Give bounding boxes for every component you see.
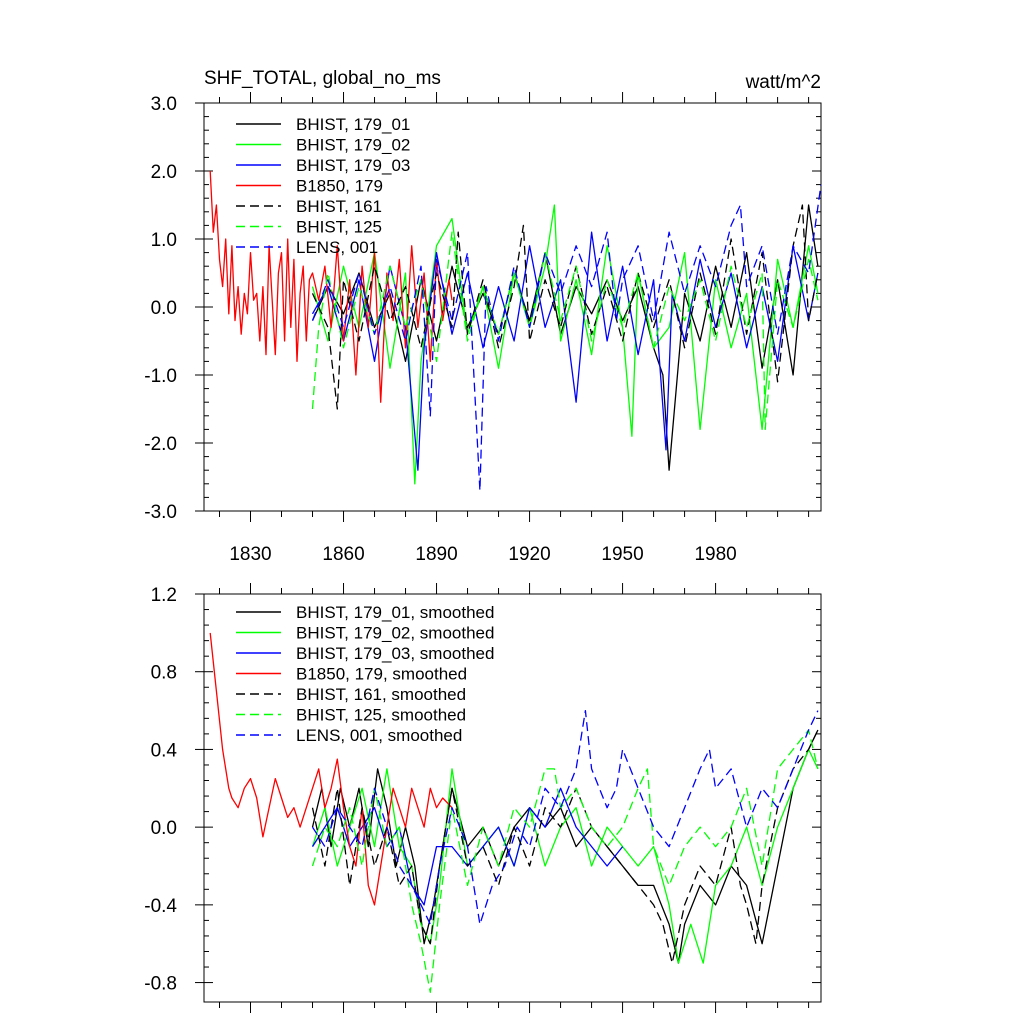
- top-plot-area: -3.0 -2.0 -1.0 0.0 1.0 2.0 3.0 1830 1860 1890 1920…: [144, 92, 822, 565]
- series-line-b1850-179-smoothed: [209, 632, 453, 906]
- x-tick-label: 1890: [415, 544, 457, 565]
- series-group: [209, 170, 821, 492]
- y-tick-label: 0.0: [151, 298, 177, 319]
- x-tick-label: 1920: [508, 544, 550, 565]
- legend-label: BHIST, 179_01: [296, 115, 410, 134]
- series-line-bhist-179-02-smoothed: [311, 748, 819, 964]
- legend-label: BHIST, 179_03, smoothed: [296, 644, 494, 663]
- series-line-bhist-179-01: [311, 204, 819, 471]
- series-line-bhist-161-smoothed: [311, 729, 819, 964]
- legend-label: BHIST, 179_03: [296, 156, 410, 175]
- series-group: [209, 632, 819, 993]
- legend-label: BHIST, 161: [296, 197, 382, 216]
- series-line-bhist-125-smoothed: [311, 729, 819, 993]
- series-line-bhist-179-02: [311, 204, 819, 485]
- y-tick-label: -1.0: [144, 366, 177, 387]
- series-line-lens-001-smoothed: [311, 709, 819, 925]
- series-line-lens-001: [311, 184, 821, 492]
- legend-label: BHIST, 179_02, smoothed: [296, 624, 494, 643]
- series-line-b1850-179: [209, 170, 453, 403]
- series-line-bhist-125: [311, 231, 819, 431]
- y-tick-label: 0.8: [151, 663, 177, 684]
- top-panel: SHF_TOTAL, global_no_ms watt/m^2 -3.0 -2.…: [144, 68, 822, 565]
- y-tick-label: 1.0: [151, 230, 177, 251]
- x-tick-label: 1980: [694, 544, 736, 565]
- chart-title: SHF_TOTAL, global_no_ms: [204, 68, 441, 89]
- y-tick-label: 0.4: [151, 740, 178, 761]
- legend-label: LENS, 001: [296, 238, 378, 257]
- y-tick-label: -2.0: [144, 434, 177, 455]
- bottom-plot-area: -0.8 -0.4 0.0 0.4 0.8 1.2 BHIST, 179_01, smoot…: [144, 583, 822, 1013]
- plot-frame: [203, 593, 822, 1003]
- legend-label: B1850, 179, smoothed: [296, 665, 467, 684]
- legend-label: BHIST, 125: [296, 218, 382, 237]
- series-line-bhist-179-01-smoothed: [311, 729, 819, 964]
- y-tick-label: -0.8: [144, 974, 177, 995]
- x-tick-label: 1830: [229, 544, 271, 565]
- legend-label: BHIST, 161, smoothed: [296, 685, 466, 704]
- legend-label: BHIST, 179_01, smoothed: [296, 603, 494, 622]
- bottom-panel: -0.8 -0.4 0.0 0.4 0.8 1.2 BHIST, 179_01, smoot…: [144, 583, 822, 1013]
- x-tick-label: 1950: [601, 544, 643, 565]
- y-tick-label: -0.4: [144, 896, 177, 917]
- y-tick-label: 0.0: [151, 818, 177, 839]
- y-tick-label: 3.0: [151, 94, 177, 115]
- units-label: watt/m^2: [745, 72, 821, 93]
- y-tick-label: 1.2: [151, 585, 177, 606]
- legend-label: B1850, 179: [296, 177, 383, 196]
- x-tick-label: 1860: [322, 544, 364, 565]
- legend-label: BHIST, 125, smoothed: [296, 706, 466, 725]
- y-tick-label: 2.0: [151, 162, 177, 183]
- y-tick-label: -3.0: [144, 502, 177, 523]
- legend-label: LENS, 001, smoothed: [296, 726, 462, 745]
- legend-label: BHIST, 179_02: [296, 136, 410, 155]
